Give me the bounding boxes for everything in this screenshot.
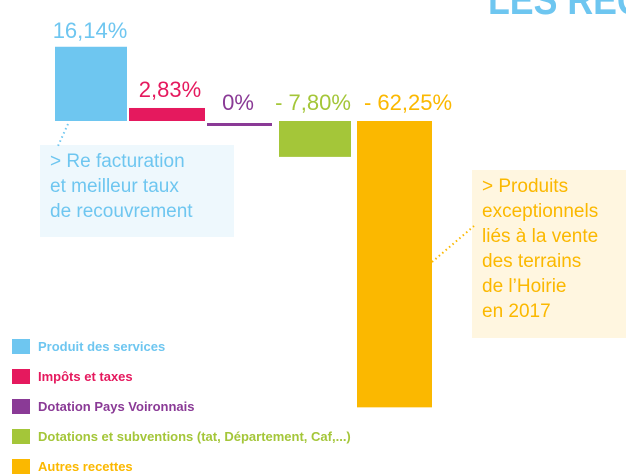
annotation: liés à la vente <box>482 226 598 247</box>
legend-label: Produit des services <box>38 339 165 354</box>
legend-swatch <box>12 429 30 444</box>
legend-label: Dotation Pays Voironnais <box>38 399 195 414</box>
annotation: exceptionnels <box>482 201 598 222</box>
legend-swatch <box>12 339 30 354</box>
data-label: 2,83% <box>139 77 201 102</box>
annotation: de l’Hoirie <box>482 276 566 297</box>
annotation: de recouvrement <box>50 201 193 222</box>
legend-label: Impôts et taxes <box>38 369 133 384</box>
data-label: - 7,80% <box>275 90 351 115</box>
data-label: 16,14% <box>53 18 128 43</box>
legend-label: Autres recettes <box>38 459 133 474</box>
annotation-box <box>472 170 626 338</box>
legend-swatch <box>12 459 30 474</box>
data-label: 0% <box>222 90 254 115</box>
bar <box>129 107 205 121</box>
data-label: - 62,25% <box>364 90 452 115</box>
annotation-box <box>40 145 234 237</box>
connector <box>57 123 69 147</box>
bar <box>55 46 127 122</box>
legend-swatch <box>12 399 30 414</box>
annotation: et meilleur taux <box>50 176 179 197</box>
annotation: > Produits <box>482 176 568 197</box>
annotation: en 2017 <box>482 301 551 322</box>
legend-swatch <box>12 369 30 384</box>
bar <box>357 121 432 408</box>
legend-label: Dotations et subventions (tat, Départeme… <box>38 429 351 444</box>
connector <box>431 225 475 263</box>
chart-title: LES RECETTES <box>488 0 626 24</box>
annotation: > Re facturation <box>50 151 185 172</box>
annotation: des terrains <box>482 251 581 272</box>
bar <box>207 123 272 126</box>
bar <box>279 121 351 157</box>
